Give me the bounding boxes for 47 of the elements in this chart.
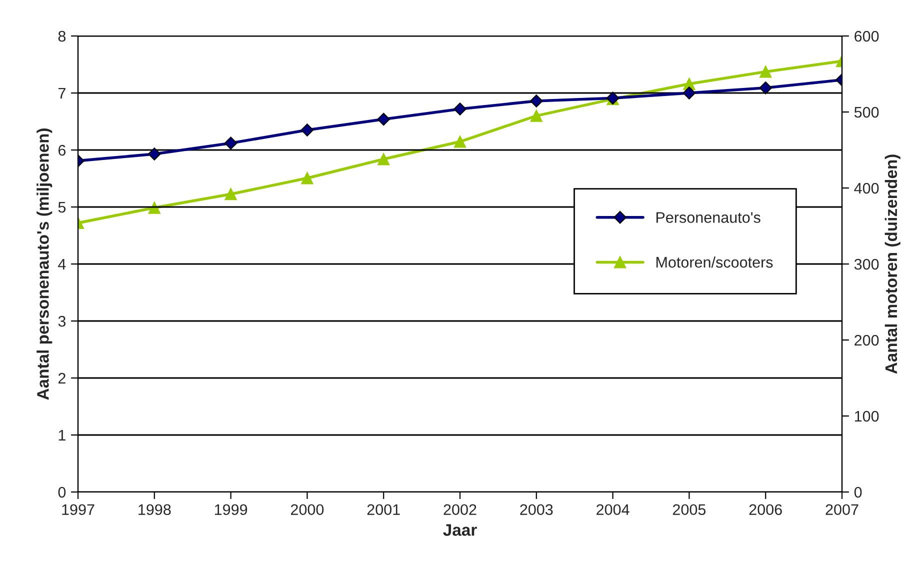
point [454, 102, 466, 116]
y2-tick-label: 400 [854, 182, 879, 194]
y-tick-label: 1 [58, 430, 66, 441]
point [530, 110, 542, 122]
point [454, 136, 466, 148]
y-tick-label: 2 [58, 372, 66, 384]
y-tick-label: 5 [58, 202, 66, 213]
point [759, 81, 772, 94]
point [682, 86, 696, 100]
y2-tick-label: 200 [854, 334, 879, 346]
point [378, 153, 390, 166]
x-tick-label: 1999 [214, 504, 248, 516]
x-tick-label: 1998 [138, 504, 171, 516]
point [224, 188, 237, 200]
point [148, 148, 161, 160]
x-tick-label: 2006 [749, 504, 782, 516]
point [301, 172, 314, 184]
y2-tick-label: 300 [854, 258, 879, 270]
y2-tick-label: 600 [854, 30, 879, 42]
y-tick-label: 8 [58, 30, 66, 42]
point [300, 124, 314, 136]
y-tick-label: 3 [58, 316, 66, 327]
x-tick-label: 2007 [826, 504, 858, 516]
x-tick-label: 2000 [290, 504, 324, 516]
y2-tick-label: 0 [854, 486, 862, 498]
x-tick-label: 2005 [672, 504, 706, 516]
y2-tick-label: 100 [854, 410, 879, 422]
x-tick-label: 2004 [596, 504, 630, 516]
x-tick-label: 1997 [62, 504, 94, 516]
point [760, 66, 772, 78]
point [377, 112, 390, 126]
y2-tick-label: 500 [854, 106, 879, 118]
y-tick-label: 0 [58, 486, 66, 498]
y-tick-label: 7 [58, 88, 66, 99]
legend-label: Personenauto's [656, 212, 760, 223]
y2-axis-title: Aantal motoren (duizenden) [884, 154, 900, 374]
x-axis-title: Jaar [443, 524, 477, 536]
point [224, 136, 238, 150]
y-tick-label: 4 [58, 259, 66, 270]
x-tick-label: 2002 [444, 504, 476, 516]
x-tick-label: 2003 [520, 504, 553, 516]
y-axis-title: Aantal personenauto's (miljoenen) [36, 128, 52, 400]
x-tick-label: 2001 [367, 504, 400, 516]
point [530, 94, 543, 108]
y-tick-label: 6 [58, 144, 66, 156]
legend-label: Motoren/scooters [656, 256, 773, 268]
point [148, 202, 160, 214]
